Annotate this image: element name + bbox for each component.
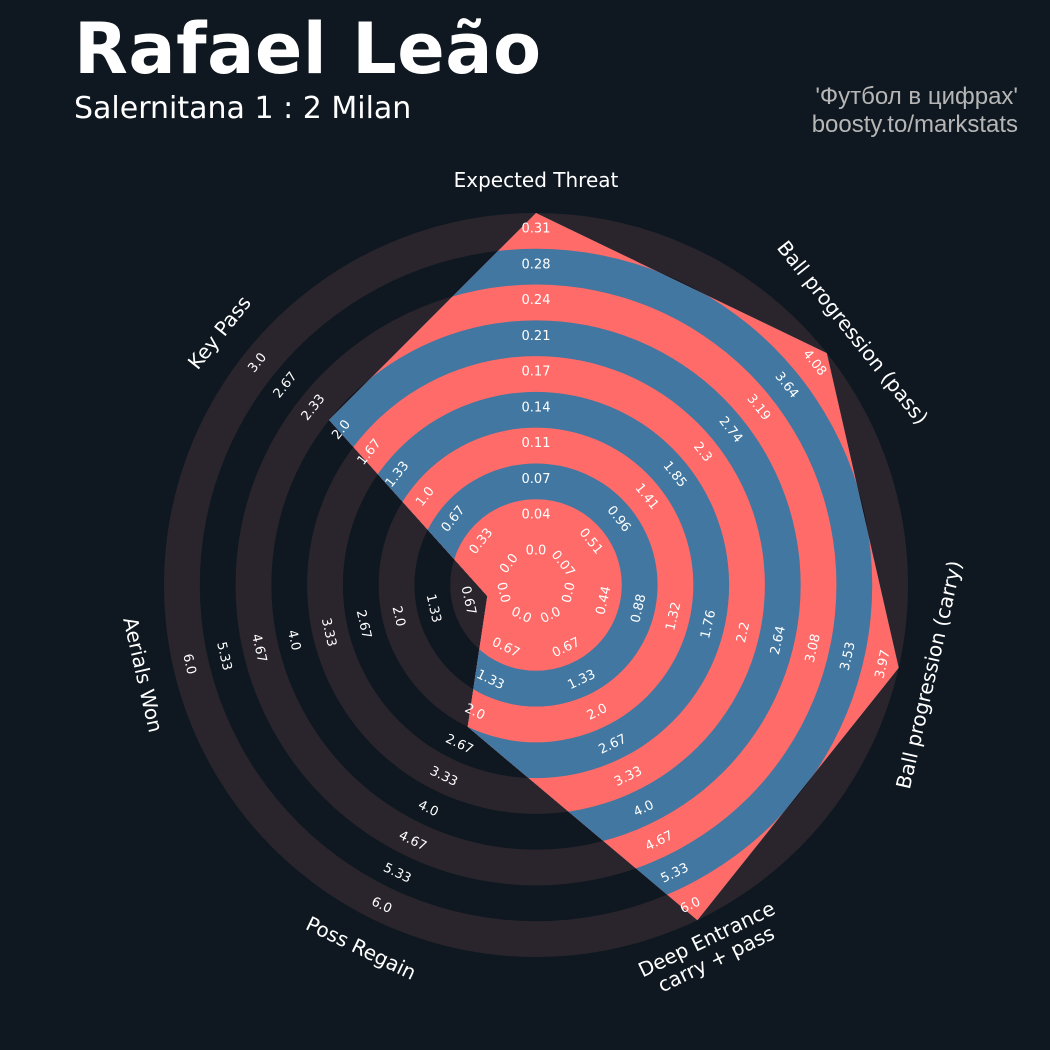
tick-label: 0.44 [593, 585, 614, 617]
parameter-label: Expected Threat [454, 168, 619, 192]
tick-label: 0.11 [522, 436, 551, 451]
match-score-subtitle: Salernitana 1 : 2 Milan [74, 91, 412, 126]
tick-label: 0.17 [522, 365, 551, 380]
tick-label: 3.08 [803, 633, 824, 665]
tick-label: 0.88 [628, 593, 649, 625]
tick-label: 0.0 [526, 544, 547, 559]
tick-label: 1.33 [423, 593, 444, 625]
tick-label: 6.0 [179, 652, 198, 676]
tick-label: 0.07 [522, 472, 551, 487]
credit-block: 'Футбол в цифрах' boosty.to/markstats [812, 83, 1018, 139]
tick-label: 3.53 [838, 641, 859, 673]
tick-label: 0.0 [493, 581, 512, 605]
tick-label: 0.24 [522, 293, 551, 308]
tick-label: 1.76 [698, 609, 719, 641]
tick-label: 2.0 [389, 605, 408, 629]
tick-label: 0.14 [522, 400, 551, 415]
tick-label: 0.67 [457, 585, 478, 617]
tick-label: 5.33 [213, 641, 234, 673]
tick-label: 2.67 [353, 609, 374, 641]
credit-url: boosty.to/markstats [811, 111, 1018, 138]
tick-label: 2.2 [734, 621, 753, 645]
tick-label: 0.0 [559, 581, 578, 605]
highlight-ring [486, 535, 586, 635]
tick-label: 0.21 [522, 329, 551, 344]
player-name-title: Rafael Leão [74, 8, 542, 90]
tick-label: 1.32 [663, 601, 684, 633]
tick-label: 0.28 [522, 257, 551, 272]
parameter-label: Aerials Won [118, 615, 168, 735]
tick-label: 0.31 [522, 222, 551, 237]
tick-label: 4.67 [248, 633, 269, 665]
tick-label: 3.97 [873, 648, 894, 680]
tick-label: 4.0 [284, 629, 303, 653]
credit-channel-name: 'Футбол в цифрах' [815, 83, 1018, 110]
tick-label: 3.33 [318, 617, 339, 649]
tick-label: 0.04 [522, 508, 551, 523]
tick-label: 2.64 [768, 625, 789, 657]
